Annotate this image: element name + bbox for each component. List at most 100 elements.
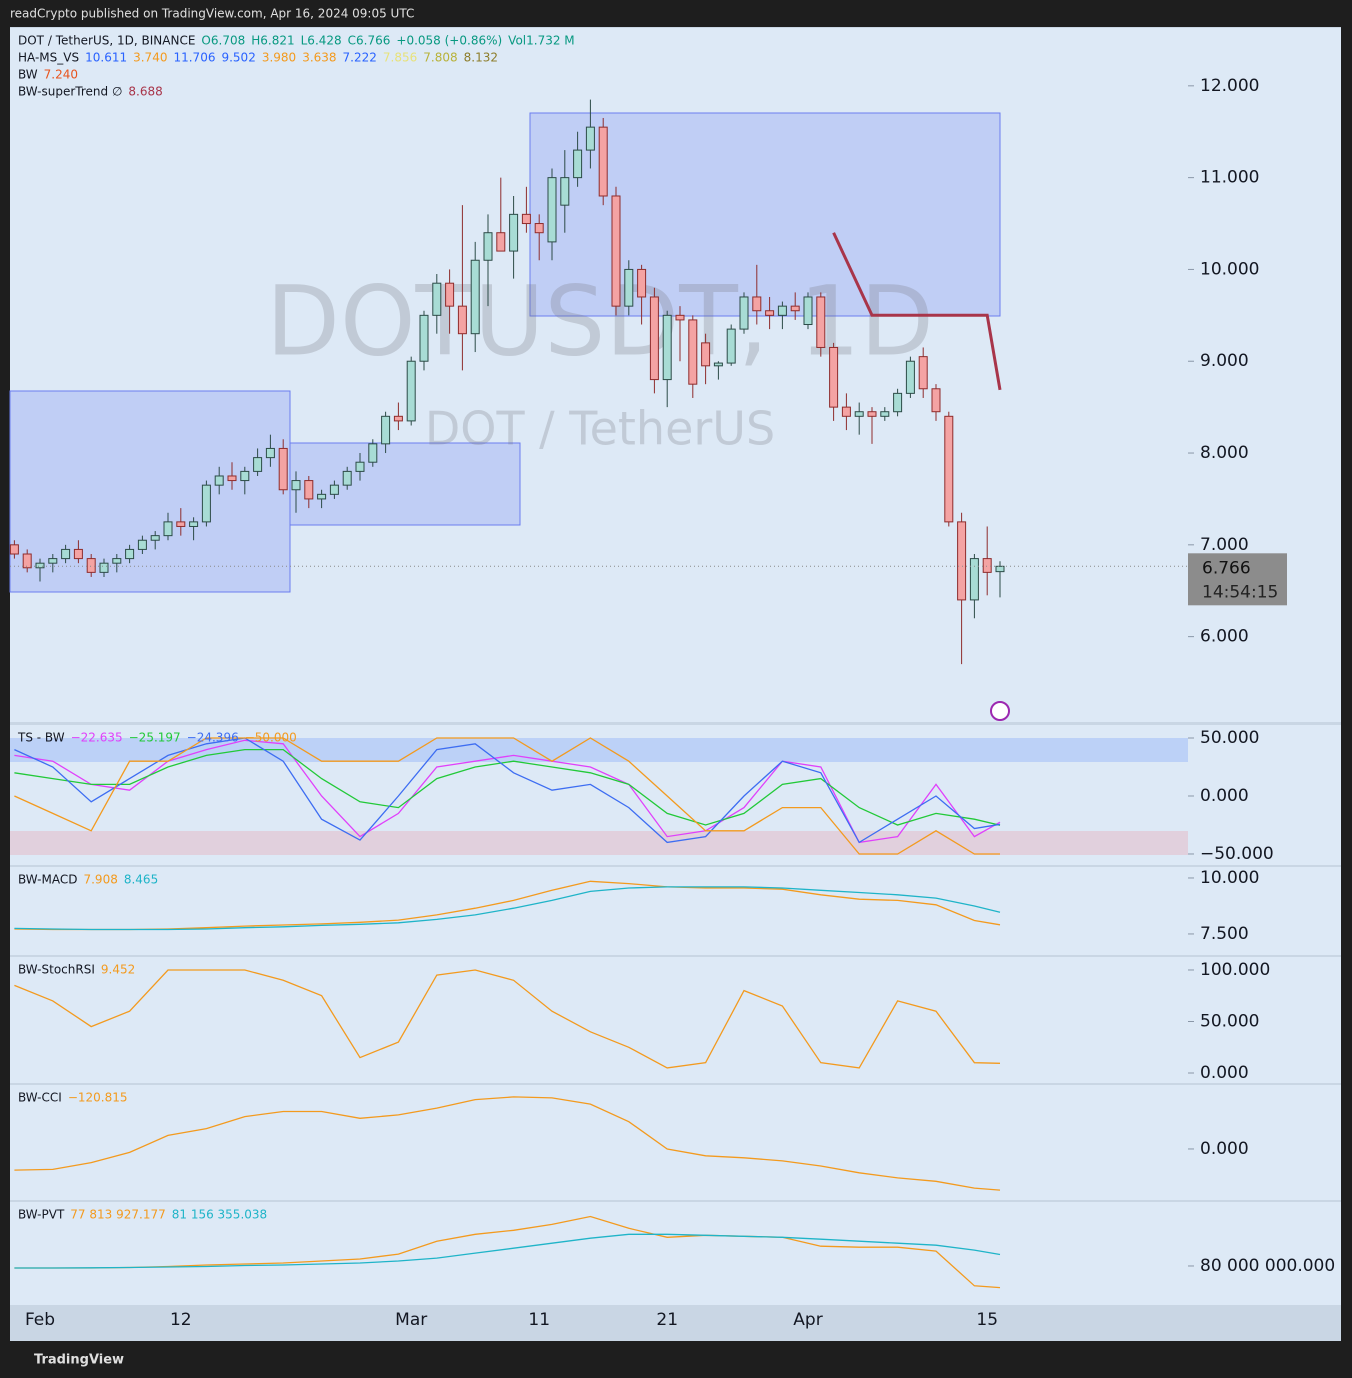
supertrend-line xyxy=(832,232,1002,391)
y-tick-label: −50.000 xyxy=(1200,844,1274,864)
candle-body xyxy=(99,562,109,573)
candle-body xyxy=(240,470,250,482)
candle-body xyxy=(688,319,698,385)
indicator-line xyxy=(14,1233,1001,1269)
alert-icon xyxy=(990,701,1010,721)
high: H6.821 xyxy=(251,34,294,48)
candle-body xyxy=(342,470,352,486)
pane-background xyxy=(10,957,1341,1083)
labels: 6.000 7.000 8.000 9.000 10.000 11.000 12.000 Fe… xyxy=(17,34,1335,1331)
legend-value: 77 813 927.177 xyxy=(70,1208,165,1222)
candle-body xyxy=(368,443,378,463)
pane-title: BW-StochRSI xyxy=(18,963,95,977)
candle-body xyxy=(969,558,979,601)
x-tick-label: 15 xyxy=(976,1310,998,1330)
x-tick-label: Feb xyxy=(25,1310,55,1330)
indicator-value: 7.240 xyxy=(44,68,78,82)
candle-body xyxy=(637,268,647,298)
candle-body xyxy=(137,539,147,550)
y-tick-label: 10.000 xyxy=(1200,259,1259,279)
indicator-value: 7.222 xyxy=(343,51,377,65)
candle-body xyxy=(918,356,928,390)
candle-body xyxy=(393,415,403,422)
indicator-value: 7.808 xyxy=(423,51,457,65)
candle-body xyxy=(470,259,480,335)
candle-body xyxy=(611,195,621,307)
candle-body xyxy=(22,553,32,569)
candle-body xyxy=(995,565,1005,573)
candle-body xyxy=(150,535,160,541)
indicator-name: HA-MS_VS xyxy=(18,51,79,65)
pane-title: TS - BW xyxy=(17,731,65,745)
candle-body xyxy=(560,177,570,206)
open: O6.708 xyxy=(201,34,245,48)
candle-body xyxy=(957,521,967,601)
low: L6.428 xyxy=(301,34,342,48)
candle-body xyxy=(432,282,442,316)
candle-body xyxy=(803,296,813,326)
candle-body xyxy=(829,346,839,408)
candle-body xyxy=(9,544,19,555)
volume: Vol1.732 M xyxy=(508,34,574,48)
candle-body xyxy=(841,406,851,417)
indicator-line xyxy=(14,748,1001,826)
candle-body xyxy=(701,342,711,367)
pane-title: BW-MACD xyxy=(18,873,77,887)
candle-body xyxy=(521,213,531,225)
candle-body xyxy=(73,548,83,560)
indicator-line xyxy=(14,737,1000,855)
indicator-value: 9.502 xyxy=(221,51,255,65)
candle-body xyxy=(278,447,288,491)
candle-body xyxy=(854,411,864,417)
legend-value: −24.396 xyxy=(187,731,239,745)
candle-body xyxy=(445,282,455,307)
candle-body xyxy=(624,268,634,307)
candle-body xyxy=(649,296,659,381)
indicator-line xyxy=(14,886,1001,931)
candle-body xyxy=(905,360,915,394)
legend-value: 8.465 xyxy=(124,873,158,887)
price-box xyxy=(1188,553,1287,606)
x-tick-label: 12 xyxy=(170,1310,192,1330)
pane-title: BW-PVT xyxy=(18,1208,65,1222)
candle-body xyxy=(176,521,186,527)
candle-body xyxy=(765,310,775,316)
indicator-value: 7.856 xyxy=(383,51,417,65)
candle-body xyxy=(304,480,314,500)
legend-value: −50.000 xyxy=(245,731,297,745)
candle-body xyxy=(125,548,135,560)
indicator-line xyxy=(14,969,1001,1069)
candle-body xyxy=(201,484,211,523)
indicator-name: BW xyxy=(18,68,38,82)
candle-body xyxy=(112,558,122,564)
countdown: 14:54:15 xyxy=(1202,582,1278,602)
candle-body xyxy=(61,548,71,560)
candle-body xyxy=(381,415,391,445)
candle-body xyxy=(739,296,749,330)
candle-body xyxy=(457,305,467,335)
indicator-line xyxy=(14,880,1001,931)
y-tick-label: 10.000 xyxy=(1200,868,1259,888)
y-tick-label: 0.000 xyxy=(1200,786,1249,806)
legend-value: −22.635 xyxy=(71,731,123,745)
indicator-value: 8.132 xyxy=(464,51,498,65)
candle-body xyxy=(777,305,787,316)
indicator-value: 10.611 xyxy=(85,51,127,65)
candle-body xyxy=(867,411,877,417)
x-tick-label: 21 xyxy=(656,1310,678,1330)
pane-background xyxy=(10,28,1341,722)
y-tick-label: 0.000 xyxy=(1200,1063,1249,1083)
candle-body xyxy=(675,314,685,321)
indicator-line xyxy=(14,1096,1001,1191)
y-tick-label: 50.000 xyxy=(1200,1011,1259,1031)
candle-body xyxy=(291,480,301,491)
y-tick-label: 12.000 xyxy=(1200,76,1259,96)
candle-body xyxy=(419,314,429,362)
candle-body xyxy=(317,493,327,500)
panes xyxy=(10,28,1341,1305)
candle-body xyxy=(496,232,506,252)
candle-body xyxy=(726,328,736,364)
indicator-line xyxy=(14,737,1001,844)
y-tick-label: 50.000 xyxy=(1200,728,1259,748)
